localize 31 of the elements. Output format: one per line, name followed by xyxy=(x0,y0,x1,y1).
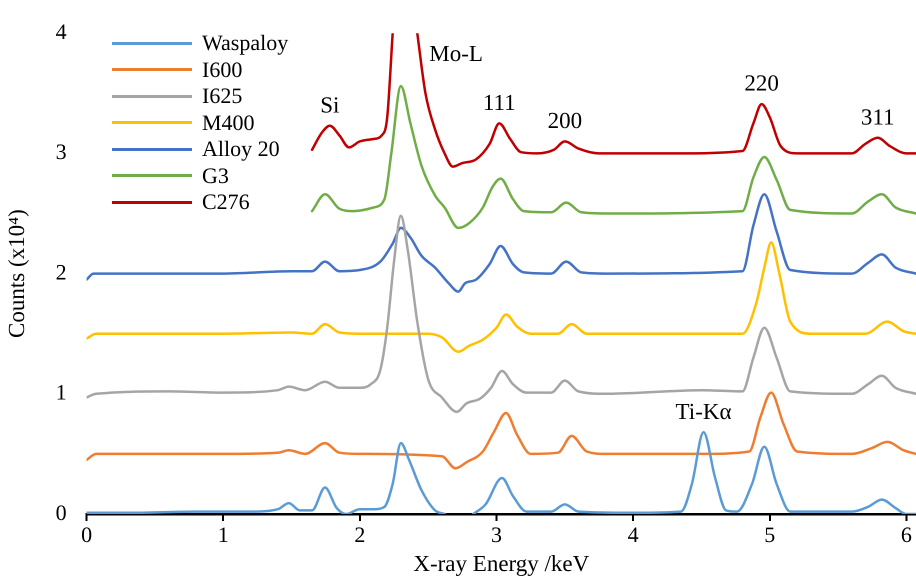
y-tick-label: 2 xyxy=(56,259,67,284)
legend-label: Waspaloy xyxy=(202,30,288,56)
annotation: 220 xyxy=(744,70,779,96)
legend-label: C276 xyxy=(202,189,250,216)
y-axis-title: Counts (x10⁴) xyxy=(4,209,29,338)
y-tick-label: 0 xyxy=(56,500,67,525)
legend-label: M400 xyxy=(202,110,255,136)
annotation: Mo-L xyxy=(429,41,483,66)
x-tick-label: 2 xyxy=(354,522,366,547)
x-tick-label: 6 xyxy=(900,522,912,547)
annotation: 311 xyxy=(860,104,895,130)
annotation: 200 xyxy=(548,108,582,133)
x-tick-label: 1 xyxy=(218,522,229,547)
legend-label: I600 xyxy=(202,56,242,83)
x-axis-title: X-ray Energy /keV xyxy=(413,551,590,576)
line-series xyxy=(86,193,916,293)
legend-label: G3 xyxy=(202,162,229,189)
annotation: Si xyxy=(320,92,340,118)
annotation: Ti-Kα xyxy=(676,398,732,424)
line-series xyxy=(86,391,916,470)
x-tick-label: 3 xyxy=(491,522,502,547)
legend-label: I625 xyxy=(202,83,242,110)
y-tick-label: 3 xyxy=(56,139,67,164)
y-tick-label: 1 xyxy=(56,380,67,405)
x-tick-label: 5 xyxy=(764,522,776,547)
x-tick-label: 4 xyxy=(628,522,639,547)
annotation: 111 xyxy=(482,90,516,115)
legend-label: Alloy 20 xyxy=(202,136,280,162)
y-tick-label: 4 xyxy=(56,18,67,44)
x-tick-label: 0 xyxy=(81,522,92,547)
line-series xyxy=(86,241,916,353)
